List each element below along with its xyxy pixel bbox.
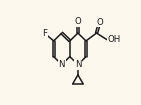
Text: F: F xyxy=(42,29,47,38)
Text: O: O xyxy=(96,18,103,27)
Text: N: N xyxy=(75,60,81,69)
Text: O: O xyxy=(75,17,81,26)
Text: OH: OH xyxy=(108,35,121,44)
Text: N: N xyxy=(59,60,65,69)
